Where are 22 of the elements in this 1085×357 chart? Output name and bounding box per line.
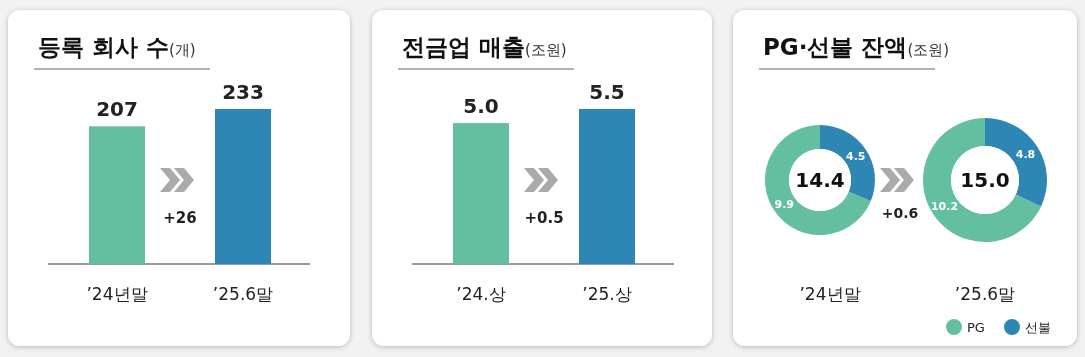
x-tick-label: ’24년말 [86, 284, 148, 304]
text: 14.4 [795, 168, 845, 192]
data-label: 9.9 [774, 197, 794, 211]
chart-title: 전금업 매출(조원) [402, 34, 567, 60]
data-label: 4.8 [1015, 148, 1036, 162]
chart-title: 등록 회사 수(개) [38, 34, 196, 60]
data-label: 4.5 [846, 150, 866, 164]
data-label: 5.0 [463, 94, 499, 119]
text: 15.0 [960, 168, 1010, 192]
data-label: 233 [222, 80, 264, 104]
annotation: +0.5 [524, 209, 564, 227]
x-tick-label: ’25.상 [582, 284, 632, 304]
legend-label: PG [967, 320, 985, 335]
text: +0.6 [881, 205, 919, 221]
data-label: 10.2 [930, 199, 959, 213]
annotation: +26 [163, 209, 197, 227]
chart-title: PG·선불 잔액(조원) [763, 34, 950, 60]
data-label: 207 [96, 97, 138, 122]
data-label: 5.5 [589, 80, 625, 104]
x-tick-label: ’24.상 [456, 284, 506, 304]
legend-label: 선불 [1025, 320, 1051, 335]
x-tick-label: ’25.6말 [212, 284, 274, 304]
